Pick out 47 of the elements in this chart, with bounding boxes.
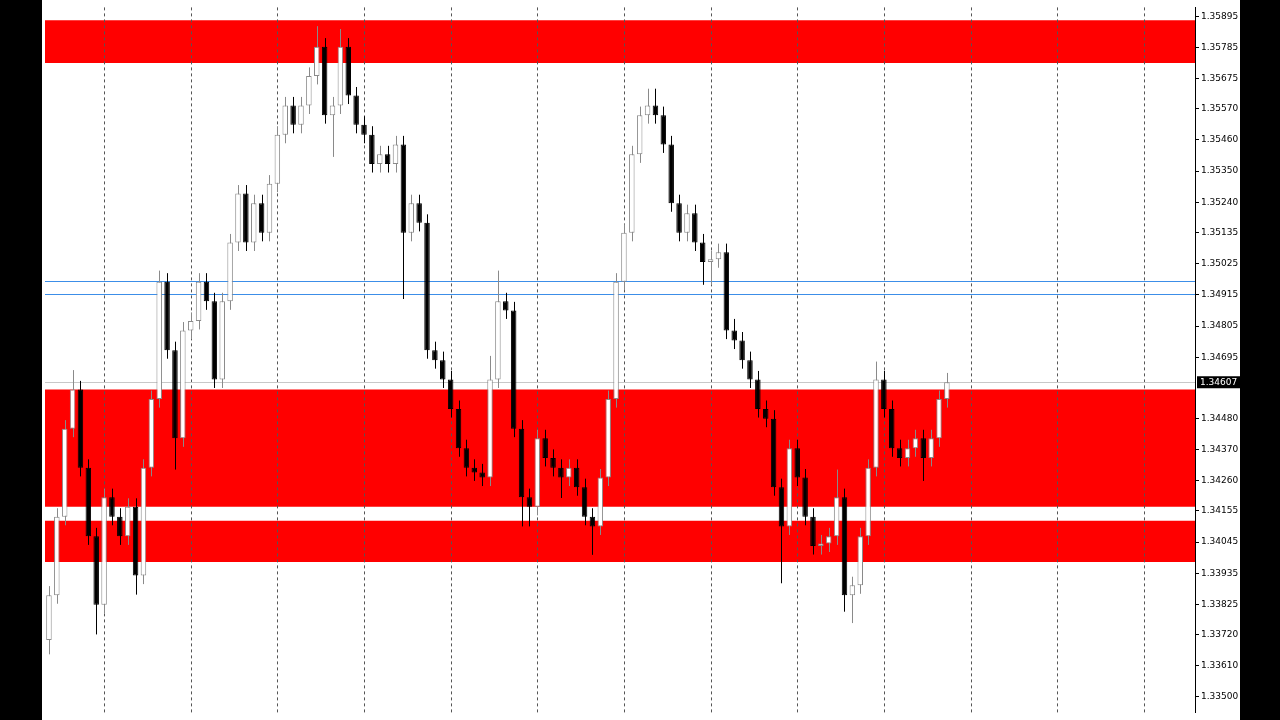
- candlestick: [117, 507, 123, 546]
- y-tick-label: 1.33610: [1201, 660, 1239, 671]
- y-tick-label: 1.34370: [1201, 444, 1239, 455]
- ref-line-label: 1.34607: [1200, 376, 1238, 387]
- candlestick: [818, 534, 824, 556]
- y-tick-label: 1.34045: [1201, 536, 1239, 547]
- candlestick: [731, 318, 737, 350]
- candlestick: [558, 458, 564, 499]
- candlestick: [479, 463, 485, 487]
- candlestick: [928, 429, 934, 467]
- y-tick-label: 1.35675: [1201, 73, 1239, 84]
- candlestick: [290, 96, 296, 134]
- y-tick-label: 1.35135: [1201, 226, 1239, 237]
- y-tick-label: 1.33500: [1201, 691, 1239, 702]
- candlestick: [377, 145, 383, 174]
- candlestick: [747, 351, 753, 389]
- y-tick-label: 1.35460: [1201, 134, 1239, 145]
- candlestick: [542, 429, 548, 467]
- candlestick: [432, 341, 438, 370]
- y-tick-label: 1.34805: [1201, 320, 1239, 331]
- y-tick-label: 1.35240: [1201, 196, 1239, 207]
- y-tick-label: 1.35570: [1201, 102, 1239, 113]
- candlestick: [684, 204, 690, 242]
- candlestick: [920, 429, 927, 482]
- y-tick-label: 1.35895: [1201, 10, 1239, 21]
- candlestick: [739, 331, 745, 370]
- y-tick-label: 1.33720: [1201, 628, 1239, 639]
- candlestick: [503, 292, 509, 320]
- candlestick: [566, 458, 572, 487]
- y-tick-label: 1.35785: [1201, 41, 1239, 52]
- candlestick: [361, 115, 367, 144]
- y-tick-label: 1.34695: [1201, 351, 1239, 362]
- y-tick-label: 1.33935: [1201, 567, 1239, 578]
- candlestick: [416, 194, 422, 232]
- candlestick: [944, 372, 950, 409]
- candlestick: [440, 351, 446, 389]
- y-tick-label: 1.34915: [1201, 289, 1239, 300]
- y-tick-label: 1.34480: [1201, 412, 1239, 423]
- candlestick: [550, 448, 556, 477]
- y-tick-label: 1.35350: [1201, 165, 1239, 176]
- y-tick-label: 1.33825: [1201, 598, 1239, 609]
- y-tick-label: 1.34155: [1201, 505, 1239, 516]
- candlestick: [109, 488, 115, 526]
- candlestick: [298, 96, 304, 134]
- candlestick: [707, 250, 714, 286]
- y-tick-label: 1.34260: [1201, 475, 1239, 486]
- y-tick-label: 1.35025: [1201, 257, 1239, 268]
